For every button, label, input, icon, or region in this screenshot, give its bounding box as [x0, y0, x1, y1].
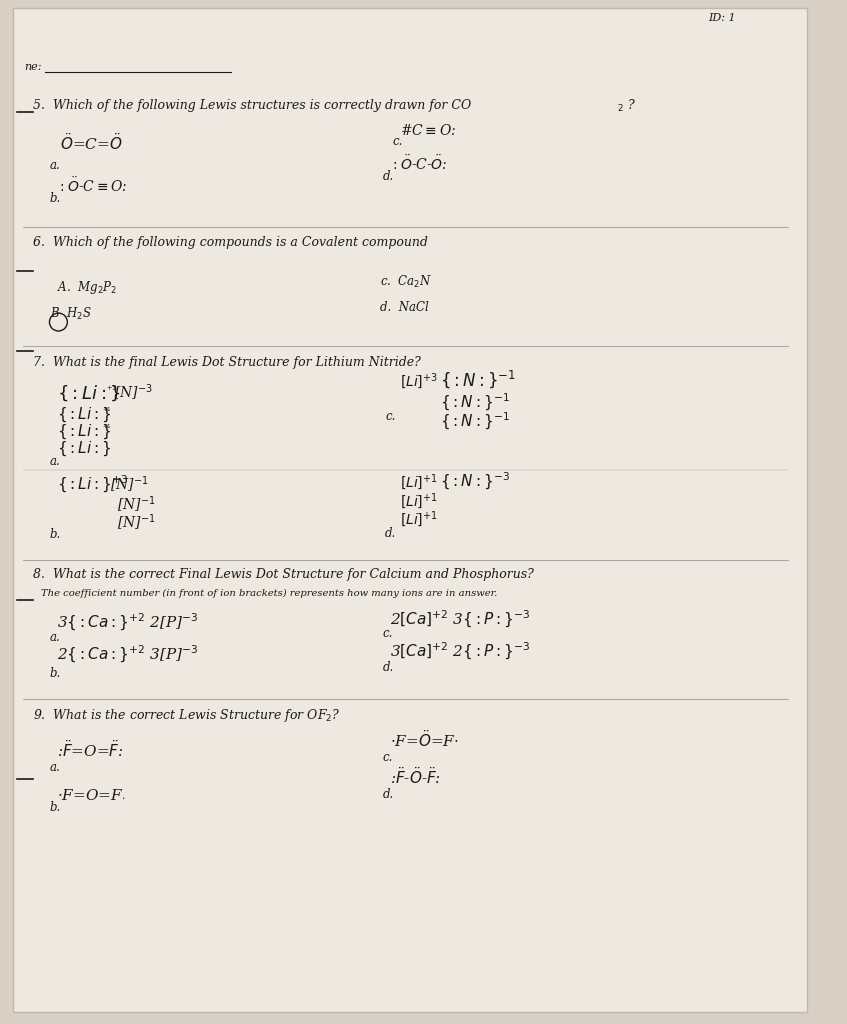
Text: $^{+1}$: $^{+1}$: [102, 408, 113, 416]
Text: 2$[Ca]^{+2}$ 3$\left\{:P:\right\}^{-3}$: 2$[Ca]^{+2}$ 3$\left\{:P:\right\}^{-3}$: [390, 608, 530, 630]
Text: [N]$^{-1}$: [N]$^{-1}$: [117, 512, 156, 532]
Text: $^{+1}$: $^{+1}$: [106, 387, 118, 395]
Text: a.: a.: [49, 159, 60, 172]
Text: c.  Ca$_2$N: c. Ca$_2$N: [380, 274, 433, 291]
Text: $\left\{:Li:\right\}$: $\left\{:Li:\right\}$: [58, 406, 112, 424]
Text: 9.  What is the correct Lewis Structure for OF$_2$?: 9. What is the correct Lewis Structure f…: [32, 707, 340, 724]
Text: d.: d.: [382, 788, 394, 802]
Text: $\left\{:Li:\right\}$: $\left\{:Li:\right\}$: [58, 439, 112, 458]
Text: a.: a.: [49, 631, 60, 644]
Text: c.: c.: [385, 411, 396, 424]
Text: $\cdot$F=$\ddot{O}$=F$\cdot$: $\cdot$F=$\ddot{O}$=F$\cdot$: [390, 729, 459, 750]
Text: d.: d.: [382, 662, 394, 674]
Text: The coefficient number (in front of ion brackets) represents how many ions are i: The coefficient number (in front of ion …: [41, 589, 497, 598]
Text: $[Li]^{+1}$: $[Li]^{+1}$: [400, 472, 438, 493]
Text: $\left\{:Li:\right\}$: $\left\{:Li:\right\}$: [58, 383, 121, 402]
Text: $:\ddot{O}$-C-$\ddot{O}$:: $:\ddot{O}$-C-$\ddot{O}$:: [390, 155, 448, 173]
Text: $[Li]^{+3}$: $[Li]^{+3}$: [400, 371, 438, 391]
Text: $\left\{:Li:\right\}$: $\left\{:Li:\right\}$: [58, 422, 112, 440]
Text: b.: b.: [49, 191, 61, 205]
Text: c.: c.: [392, 135, 402, 148]
Text: $\cdot$F=O=F$_{\cdot}$: $\cdot$F=O=F$_{\cdot}$: [58, 787, 126, 802]
Text: $\left\{:N:\right\}^{-1}$: $\left\{:N:\right\}^{-1}$: [440, 411, 510, 432]
Text: b.: b.: [49, 527, 61, 541]
Text: 8.  What is the correct Final Lewis Dot Structure for Calcium and Phosphorus?: 8. What is the correct Final Lewis Dot S…: [32, 567, 534, 581]
Text: b.: b.: [49, 667, 61, 680]
Text: 3$\left\{:Ca:\right\}^{+2}$ 2[P]$^{-3}$: 3$\left\{:Ca:\right\}^{+2}$ 2[P]$^{-3}$: [58, 611, 199, 633]
Text: $_2$: $_2$: [617, 101, 623, 114]
Text: [N]$^{-1}$: [N]$^{-1}$: [110, 475, 148, 495]
Text: A.  Mg$_2$P$_2$: A. Mg$_2$P$_2$: [58, 280, 118, 296]
Text: a.: a.: [49, 456, 60, 468]
FancyBboxPatch shape: [13, 8, 807, 1013]
Text: ?: ?: [628, 99, 634, 113]
Text: :$\ddot{F}$=O=$\ddot{F}$:: :$\ddot{F}$=O=$\ddot{F}$:: [58, 738, 125, 760]
Text: d.: d.: [382, 170, 394, 183]
Text: 7.  What is the final Lewis Dot Structure for Lithium Nitride?: 7. What is the final Lewis Dot Structure…: [32, 355, 420, 369]
Text: $\left\{:N:\right\}^{-3}$: $\left\{:N:\right\}^{-3}$: [440, 471, 510, 493]
Text: 5.  Which of the following Lewis structures is correctly drawn for CO: 5. Which of the following Lewis structur…: [32, 99, 471, 113]
Text: :$\ddot{F}$-$\ddot{O}$-$\ddot{F}$:: :$\ddot{F}$-$\ddot{O}$-$\ddot{F}$:: [390, 766, 441, 786]
Text: c.: c.: [382, 751, 393, 764]
Text: $\left\{:N:\right\}^{-1}$: $\left\{:N:\right\}^{-1}$: [440, 369, 516, 390]
Text: $[Li]^{+1}$: $[Li]^{+1}$: [400, 492, 438, 511]
Text: 3$[Ca]^{+2}$ 2$\left\{:P:\right\}^{-3}$: 3$[Ca]^{+2}$ 2$\left\{:P:\right\}^{-3}$: [390, 641, 530, 663]
Text: a.: a.: [49, 761, 60, 773]
Text: d.: d.: [385, 527, 396, 540]
Text: d.  NaCl: d. NaCl: [380, 301, 429, 314]
Text: [N]$^{-1}$: [N]$^{-1}$: [117, 495, 156, 515]
Text: $:\ddot{O}$-C$\equiv$O:: $:\ddot{O}$-C$\equiv$O:: [58, 176, 128, 195]
Text: c.: c.: [382, 628, 393, 640]
Text: 6.  Which of the following compounds is a Covalent compound: 6. Which of the following compounds is a…: [32, 237, 428, 250]
Text: $^{+1}$: $^{+1}$: [102, 424, 113, 432]
Text: b.: b.: [49, 802, 61, 814]
Text: [N]$^{-3}$: [N]$^{-3}$: [114, 383, 152, 403]
Text: ID: 1: ID: 1: [708, 12, 736, 23]
Text: #C$\equiv$O:: #C$\equiv$O:: [400, 123, 457, 138]
Text: $\ddot{O}$=C=$\ddot{O}$: $\ddot{O}$=C=$\ddot{O}$: [60, 132, 123, 153]
Text: B  H$_2$S: B H$_2$S: [51, 306, 92, 323]
Text: 2$\left\{:Ca:\right\}^{+2}$ 3[P]$^{-3}$: 2$\left\{:Ca:\right\}^{+2}$ 3[P]$^{-3}$: [58, 644, 199, 666]
Text: $[Li]^{+1}$: $[Li]^{+1}$: [400, 509, 438, 529]
Text: $\left\{:N:\right\}^{-1}$: $\left\{:N:\right\}^{-1}$: [440, 391, 510, 413]
Text: $\left\{:Li:\right\}^{+3}$: $\left\{:Li:\right\}^{+3}$: [58, 474, 129, 496]
Text: ne:: ne:: [25, 62, 42, 73]
